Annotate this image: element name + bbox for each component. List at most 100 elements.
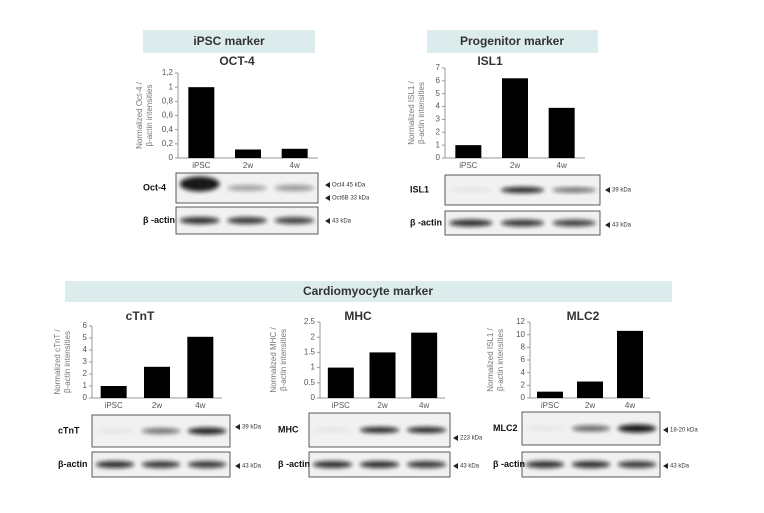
y-tick-label: 10 [516,330,525,339]
blot-band [571,461,611,468]
blot-band [312,461,353,468]
blot-label: β-actin [58,459,88,469]
marker-arrow [453,435,458,441]
blot-label: β -actin [410,217,442,227]
y-tick-label: 2 [83,369,88,378]
bar [187,336,214,398]
y-tick-label: 0,8 [162,96,174,105]
y-tick-label: 4 [83,345,88,354]
bar [455,145,482,158]
marker-label: 43 kDa [332,219,352,225]
y-tick-label: 5 [436,89,441,98]
bar [411,332,438,398]
chart-title: ISL1 [477,54,503,68]
blot-band [95,428,135,434]
bar [144,366,170,398]
bar [502,78,528,158]
blot-band [525,461,565,468]
y-tick-label: 1 [169,82,174,91]
x-tick-label: 2w [377,401,387,410]
y-tick-label: 1 [436,140,441,149]
blot-band [359,461,400,468]
chart-title: OCT-4 [219,54,255,68]
y-tick-label: 7 [436,63,441,72]
marker-arrow [663,463,668,469]
marker-arrow [325,218,330,224]
y-axis-label-line: β-actin intensities [496,329,505,391]
marker-arrow [325,195,330,201]
y-axis-label-line: Normalized MHC / [269,327,278,393]
y-tick-label: 0,2 [162,139,174,148]
y-axis-label-line: Normalized ISL1 / [407,80,416,144]
marker-arrow [453,463,458,469]
y-tick-label: 5 [83,333,88,342]
bar [577,381,603,398]
marker-label: 43 kDa [242,464,262,470]
section-box [65,281,672,302]
section-box [143,30,315,53]
x-tick-label: 4w [290,161,300,170]
y-tick-label: 0 [169,153,174,162]
y-axis-label-line: Normalized ISL1 / [486,327,495,391]
blot-label: ISL1 [410,184,429,194]
blot-band [312,427,353,433]
bar [327,367,354,398]
bar [281,148,308,158]
y-tick-label: 6 [436,76,441,85]
blot-band [500,219,545,227]
blot-band [500,187,545,193]
section-box [427,30,598,53]
section-title: iPSC marker [193,34,265,48]
marker-label: Oct6B 33 kDa [332,196,370,202]
y-tick-label: 1 [311,363,316,372]
marker-label: 223 kDa [460,436,483,442]
blot-band [274,185,315,191]
x-tick-label: 4w [195,401,205,410]
x-tick-label: 4w [625,401,635,410]
y-tick-label: 3 [436,115,441,124]
blot-band [525,426,565,431]
blot-label: β -actin [278,459,310,469]
blot-band [406,461,447,468]
y-tick-label: 2.5 [304,317,316,326]
chart-title: MHC [344,309,372,323]
marker-arrow [663,427,668,433]
y-axis-label-line: β-actin intensities [63,331,72,393]
y-tick-label: 1 [83,381,88,390]
bar [537,391,563,398]
blot-band [141,461,181,468]
marker-label: 43 kDa [612,223,632,229]
blot-band [406,427,447,433]
y-tick-label: 2 [311,332,316,341]
marker-arrow [235,424,240,430]
blot-band [449,219,493,227]
y-tick-label: 1,2 [162,68,174,77]
blot-band [449,187,493,193]
y-tick-label: 1.5 [304,348,316,357]
x-tick-label: 2w [152,401,162,410]
blot-label: β -actin [493,459,525,469]
y-tick-label: 4 [436,102,441,111]
y-tick-label: 2 [436,127,441,136]
blot-band [617,424,657,433]
x-tick-label: 2w [510,161,520,170]
y-tick-label: 6 [83,321,88,330]
marker-label: 18-20 kDa [670,428,698,434]
bar [100,386,127,398]
x-tick-label: 2w [585,401,595,410]
blot-band [617,461,657,468]
chart-title: cTnT [126,309,155,323]
y-tick-label: 0.5 [304,378,316,387]
blot-band [179,176,220,192]
x-tick-label: iPSC [459,161,477,170]
blot-band [227,217,267,224]
y-tick-label: 0 [436,153,441,162]
y-axis-label: Normalized ISL1 /β-actin intensities [407,80,426,144]
blot-band [179,217,220,224]
y-axis-label: Normalized MHC / β-actin intensities [269,327,288,393]
blot-band [552,187,596,193]
blot-band [141,428,181,434]
x-tick-label: 2w [243,161,253,170]
marker-label: 39 kDa [242,425,262,431]
